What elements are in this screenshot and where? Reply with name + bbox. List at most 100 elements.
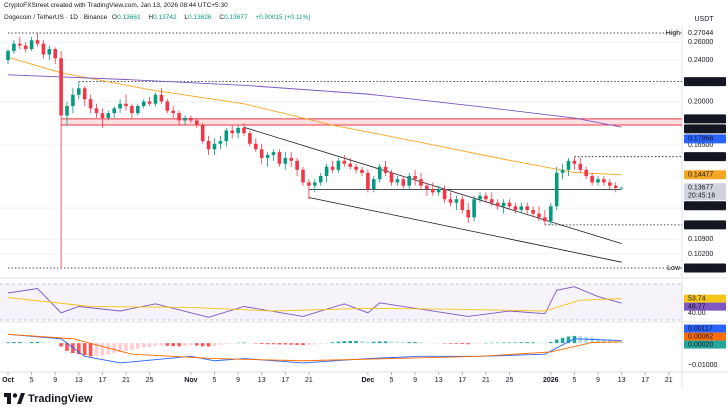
candle-body xyxy=(537,213,541,218)
macd-bar xyxy=(224,343,229,345)
macd-bar xyxy=(460,343,465,345)
candle-body xyxy=(277,152,282,164)
macd-bar xyxy=(94,343,99,356)
candle-body xyxy=(23,45,28,50)
candle-body xyxy=(29,40,34,50)
price-label: 0.15681 xyxy=(688,154,713,161)
macd-bar xyxy=(200,343,205,347)
candle-body xyxy=(519,206,524,210)
y-tick-label: 0.20000 xyxy=(688,98,713,105)
candle-body xyxy=(590,176,594,183)
symbol-legend: Dogecoin / TetherUS · 1D · Binance O0.13… xyxy=(4,14,314,21)
candle-body xyxy=(454,199,459,203)
macd-bar xyxy=(407,342,411,344)
y-tick-label: 0.10200 xyxy=(688,251,713,258)
candle-body xyxy=(189,117,193,121)
macd-bar xyxy=(65,343,69,351)
macd-bar xyxy=(419,342,423,344)
candle-body xyxy=(401,179,406,186)
candle-body xyxy=(35,40,40,44)
candle-body xyxy=(218,141,223,144)
candle-body xyxy=(377,166,382,180)
macd-bar xyxy=(537,342,541,344)
currency: USDT xyxy=(694,16,714,23)
candle-body xyxy=(295,160,299,170)
macd-bar xyxy=(289,343,293,345)
candle-body xyxy=(318,176,323,183)
candle-body xyxy=(596,179,600,183)
x-tick-label: 9 xyxy=(596,377,600,384)
candle-body xyxy=(448,199,453,203)
trendline xyxy=(308,197,622,263)
macd-bar xyxy=(29,342,34,344)
price-label: 0.27044 xyxy=(688,30,713,37)
candle-body xyxy=(159,94,164,102)
macd-bar xyxy=(118,343,122,352)
macd-tick-label: −0.01000 xyxy=(688,362,717,369)
macd-bar xyxy=(88,343,93,357)
macd-bar xyxy=(35,341,40,344)
logo-mark xyxy=(7,393,11,404)
candle-body xyxy=(460,199,465,210)
macd-bar xyxy=(6,342,10,344)
price-label: 0.21830 xyxy=(688,78,713,85)
rsi-tick-label: 40.00 xyxy=(688,310,706,317)
rsi-label: 53.74 xyxy=(688,295,706,302)
macd-bar xyxy=(177,343,181,347)
x-tick-label: 17 xyxy=(641,377,649,384)
macd-label-box xyxy=(684,332,726,341)
macd-bar xyxy=(124,343,128,351)
candle-body xyxy=(342,160,347,164)
macd-bar xyxy=(159,343,164,346)
price-label-box xyxy=(684,124,726,134)
macd-bar xyxy=(82,343,87,356)
macd-bar xyxy=(23,342,28,344)
x-tick-label: 13 xyxy=(75,377,83,384)
macd-bar xyxy=(218,343,223,345)
macd-bar xyxy=(513,342,518,344)
macd-bar xyxy=(619,341,624,344)
countdown: 20:45:16 xyxy=(688,193,715,200)
macd-bar xyxy=(171,343,175,347)
candle-body xyxy=(395,179,400,183)
macd-bar xyxy=(195,343,199,346)
ohlc: L0.13626 xyxy=(184,14,214,21)
macd-label: 0.00020 xyxy=(688,341,713,348)
macd-bar xyxy=(454,343,459,344)
candle-body xyxy=(307,182,311,186)
candle-body xyxy=(171,110,175,114)
candle-body xyxy=(6,50,10,61)
x-tick-label: 13 xyxy=(258,377,266,384)
price-label: 0.09600 xyxy=(688,265,713,272)
candle-body xyxy=(442,188,447,200)
candle-body xyxy=(372,179,376,189)
macd-bar xyxy=(136,343,140,349)
rsi-label-box xyxy=(684,302,726,311)
candle-body xyxy=(82,88,87,100)
ohlc-label: H xyxy=(148,14,154,21)
candle-body xyxy=(147,101,152,104)
macd-bar xyxy=(77,343,81,355)
price-label: 0.14477 xyxy=(688,172,713,179)
macd-bar xyxy=(360,341,364,344)
macd-bar xyxy=(330,342,335,344)
macd-bar xyxy=(277,343,282,345)
macd-bar xyxy=(165,343,170,346)
x-tick-label: 25 xyxy=(146,377,154,384)
candle-body xyxy=(200,125,205,142)
macd-label: 0.00062 xyxy=(688,333,713,340)
candle-body xyxy=(507,202,512,207)
x-tick-label: 17 xyxy=(281,377,289,384)
candle-body xyxy=(425,185,429,189)
macd-bar xyxy=(413,342,417,344)
zone xyxy=(61,118,682,126)
macd-label: 0.00117 xyxy=(688,325,713,332)
macd-bar xyxy=(18,342,22,344)
candle-body xyxy=(543,217,547,222)
macd-label-box xyxy=(684,340,726,349)
macd-bar xyxy=(549,341,553,344)
candle-body xyxy=(431,188,435,193)
macd-bar xyxy=(366,341,370,344)
moving-average xyxy=(7,74,622,128)
